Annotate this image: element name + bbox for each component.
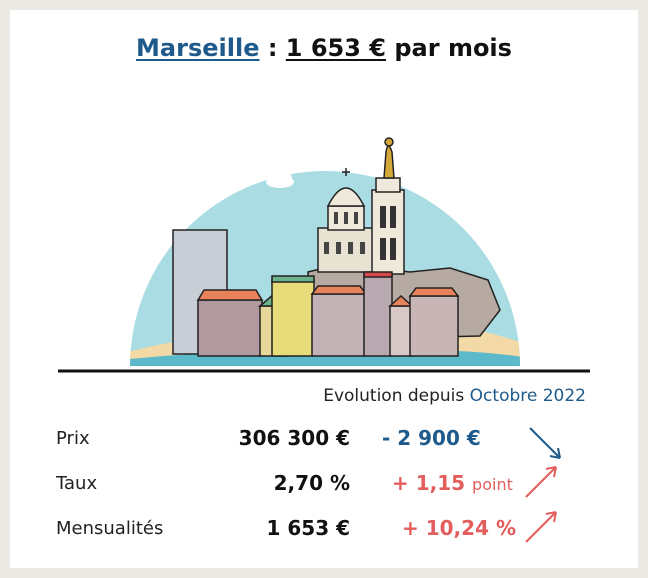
trend-up-icon: [525, 466, 557, 498]
summary-card: Marseille : 1 653 € par mois: [10, 10, 638, 568]
title-suffix: par mois: [386, 34, 512, 62]
trend-up-icon: [525, 511, 557, 543]
row-taux: Taux 2,70 % + 1,15 point: [10, 466, 638, 499]
row-value: 2,70 %: [273, 471, 350, 495]
monthly-amount: 1 653 €: [285, 34, 387, 62]
city-name: Marseille: [136, 34, 260, 62]
change-unit: point: [472, 475, 513, 494]
row-label: Mensualités: [56, 518, 164, 539]
row-value: 1 653 €: [266, 516, 350, 540]
evolution-period: Octobre 2022: [469, 386, 586, 406]
page-title: Marseille : 1 653 € par mois: [10, 34, 638, 62]
change-value: - 2 900 €: [382, 426, 481, 450]
cloud-icon: [266, 170, 294, 188]
row-label: Taux: [56, 473, 98, 494]
houses-row: [196, 271, 460, 357]
change-value: + 1,15: [392, 471, 466, 495]
change-value: + 10,24 %: [402, 516, 516, 540]
evolution-caption: Evolution depuis Octobre 2022: [10, 386, 586, 406]
evolution-prefix: Evolution depuis: [323, 386, 470, 406]
basilica-building: [317, 137, 405, 275]
row-change: + 1,15 point: [392, 471, 513, 495]
marseille-skyline-illustration: [58, 137, 590, 373]
row-change: + 10,24 %: [402, 516, 516, 540]
title-separator: :: [259, 34, 286, 62]
trend-down-icon: [529, 427, 561, 459]
row-prix: Prix 306 300 € - 2 900 €: [10, 424, 638, 459]
row-change: - 2 900 €: [382, 426, 481, 450]
row-value: 306 300 €: [238, 426, 350, 450]
row-label: Prix: [56, 428, 90, 449]
row-mensualites: Mensualités 1 653 € + 10,24 %: [10, 511, 638, 544]
